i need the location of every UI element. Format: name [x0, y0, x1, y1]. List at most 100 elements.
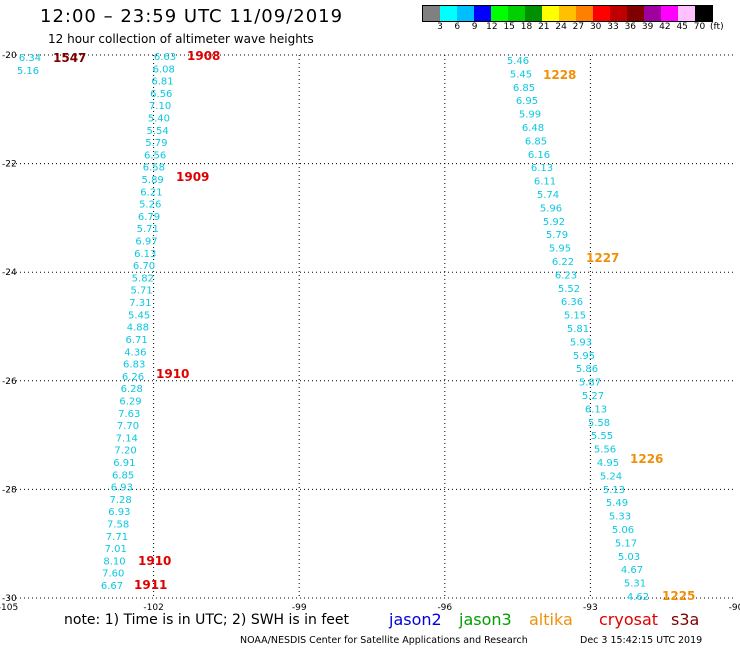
legend-label: 18	[520, 22, 533, 32]
pass-time-label: 1910	[156, 367, 189, 381]
lon-tick-label: -99	[292, 603, 307, 610]
swh-value-left: 6.97	[135, 237, 157, 248]
swh-value-right: 5.99	[519, 110, 541, 121]
swh-value-left: 7.71	[106, 532, 128, 543]
swh-value-right: 5.79	[546, 230, 568, 241]
swh-value-left: 6.91	[113, 458, 135, 469]
swh-value-left: 6.79	[138, 212, 160, 223]
swh-value-right: 5.13	[603, 485, 625, 496]
swh-value-left: 7.63	[118, 409, 140, 420]
swh-value-left: 5.54	[146, 126, 168, 137]
swh-value-right: 5.95	[573, 351, 595, 362]
legend-swatch	[627, 6, 644, 21]
swh-value-right: 5.46	[507, 56, 529, 67]
legend-swatch	[695, 6, 712, 21]
lon-tick-label: -102	[143, 603, 163, 610]
swh-value-right: 5.06	[612, 525, 634, 536]
swh-value-left: 6.85	[112, 470, 134, 481]
pass-time-label: 1909	[176, 170, 209, 184]
legend-label: 15	[503, 22, 515, 32]
pass-time-label: 1910	[138, 554, 171, 568]
lon-tick-label: -90	[729, 603, 740, 610]
swh-value-left: 5.45	[128, 310, 150, 321]
swh-value-left: 6.56	[144, 150, 166, 161]
legend-label: 24	[555, 22, 567, 32]
satellite-jason2-label: jason2	[389, 610, 442, 629]
swh-value-left: 6.08	[153, 64, 175, 75]
swh-value-left: 7.10	[149, 101, 171, 112]
swh-value-left: 6.63	[154, 52, 176, 63]
swh-value-right: 5.74	[537, 190, 559, 201]
color-scale-legend	[422, 5, 713, 22]
legend-label: 12	[486, 22, 498, 32]
swh-value-left: 6.29	[119, 396, 141, 407]
wave-height-map: -105 -102 -99 -96 -93 -90 -20 -22 -24 -26 -28 -30 6.…	[0, 49, 740, 610]
swh-value-left: 5.71	[137, 224, 159, 235]
swh-value-left: 7.14	[116, 433, 138, 444]
lat-tick-label: -26	[2, 377, 17, 387]
satellite-s3a-label: s3a	[671, 610, 700, 629]
swh-value-right: 5.58	[588, 418, 610, 429]
swh-value-left: 6.83	[123, 360, 145, 371]
legend-swatch	[576, 6, 593, 21]
swh-value-left: 6.26	[122, 372, 144, 383]
color-scale-labels: 3 6 9 12 15 18 21 24 27 30 33 36 39 42 45 70 (ft)	[422, 22, 740, 34]
swh-value-right: 5.27	[582, 391, 604, 402]
legend-swatch	[440, 6, 457, 21]
swh-value-left: 6.71	[126, 335, 148, 346]
swh-value-left: 6.28	[121, 384, 143, 395]
lon-tick-label: -93	[583, 603, 598, 610]
legend-swatch	[491, 6, 508, 21]
legend-swatch	[610, 6, 627, 21]
swh-value-left: 7.58	[107, 519, 129, 530]
lon-tick-label: -96	[437, 603, 452, 610]
swh-value-left: 6.93	[108, 507, 130, 518]
swh-value-right: 5.86	[576, 364, 598, 375]
pass-time-label: 1547	[53, 51, 86, 65]
swh-value-right: 5.49	[606, 498, 628, 509]
swh-value-right: 5.55	[591, 431, 613, 442]
swh-value-right: 6.95	[516, 96, 538, 107]
legend-label: 70	[693, 22, 706, 32]
legend-label: 21	[538, 22, 550, 32]
swh-value-right: 6.22	[552, 257, 574, 268]
swh-value-right: 4.95	[597, 458, 619, 469]
legend-label: 36	[624, 22, 637, 32]
satellite-altika-label: altika	[529, 610, 573, 629]
swh-value-left: 4.36	[124, 347, 146, 358]
pass-time-label: 1225	[662, 589, 695, 603]
lat-tick-label: -24	[2, 268, 17, 278]
swh-value-left: 6.58	[143, 163, 165, 174]
swh-value-right: 5.81	[567, 324, 589, 335]
swh-value-right: 5.45	[510, 69, 532, 80]
credit-date: Dec 3 15:42:15 UTC 2019	[580, 635, 703, 646]
swh-value-left: 6.56	[150, 89, 172, 100]
legend-swatch	[457, 6, 474, 21]
swh-value-right: 5.15	[564, 311, 586, 322]
swh-value-left: 5.40	[148, 114, 170, 125]
swh-value-left: 7.70	[117, 421, 139, 432]
legend-swatch	[474, 6, 491, 21]
legend-label: 30	[589, 22, 602, 32]
swh-value-right: 6.36	[561, 297, 583, 308]
swh-value-left: 7.20	[114, 446, 136, 457]
swh-value-right: 5.33	[609, 512, 631, 523]
swh-value-left: 6.70	[133, 261, 155, 272]
legend-swatch	[542, 6, 559, 21]
swh-value-right: 6.11	[534, 177, 556, 188]
swh-value-corner: 5.16	[17, 66, 39, 77]
swh-value-left: 6.67	[101, 581, 123, 592]
swh-value-right: 4.67	[621, 565, 643, 576]
swh-value-left: 7.28	[109, 495, 131, 506]
swh-value-right: 5.24	[600, 471, 622, 482]
legend-label: 6	[454, 22, 461, 32]
lat-tick-label: -20	[2, 51, 17, 61]
swh-value-right: 5.03	[618, 552, 640, 563]
swh-value-right: 6.13	[531, 163, 553, 174]
legend-swatch	[508, 6, 525, 21]
swh-value-left: 6.93	[111, 483, 133, 494]
swh-value-left: 5.71	[130, 286, 152, 297]
swh-value-right: 6.48	[522, 123, 544, 134]
footer-note: note: 1) Time is in UTC; 2) SWH is in fe…	[0, 610, 740, 632]
swh-value-left: 4.88	[127, 323, 149, 334]
